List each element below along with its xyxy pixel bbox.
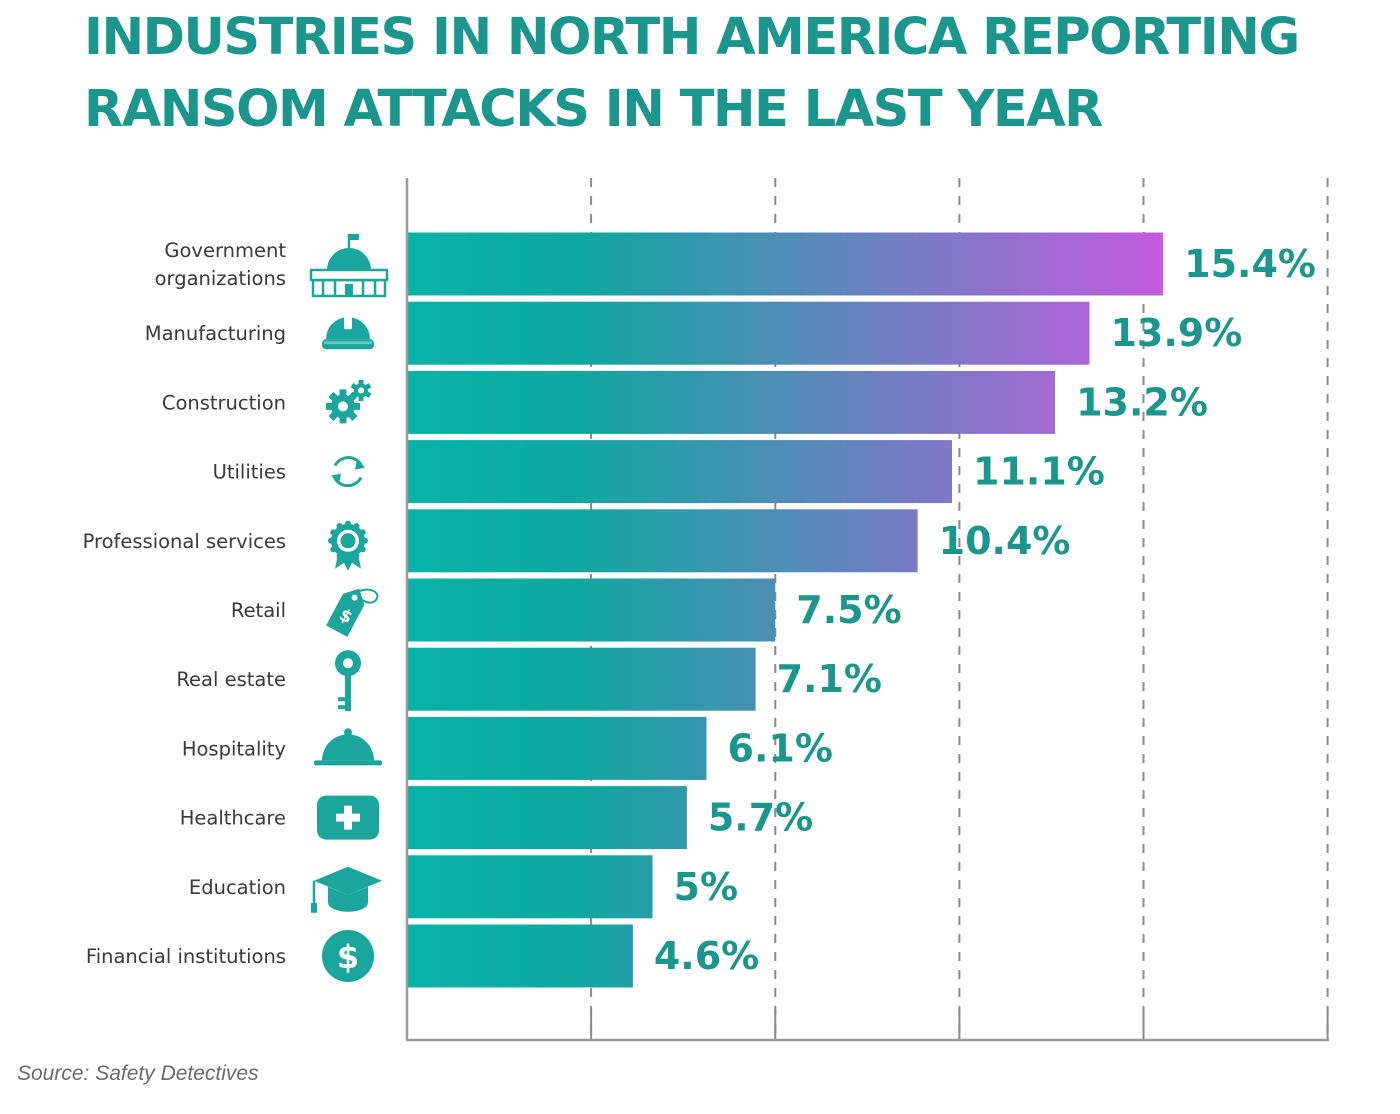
category-label: Real estate [176,668,286,691]
category-label: Utilities [213,461,286,484]
category-label: Manufacturing [145,322,286,345]
refresh-arrows-icon [331,456,365,488]
category-labels: Government organizations Manufacturing Cons… [83,239,287,968]
price-tag-icon: $ [326,588,379,637]
value-label: 15.4% [1184,242,1316,286]
value-label: 13.9% [1110,311,1242,355]
gears-icon [326,379,372,424]
bar [407,232,1164,296]
hard-hat-icon [322,315,374,350]
value-label: 13.2% [1076,380,1208,424]
category-label: Hospitality [182,737,286,760]
serving-cloche-icon [314,728,382,766]
value-label: 5.7% [708,796,813,840]
chart-axes [405,178,1329,1042]
category-icons: $$ [309,234,389,982]
government-building-icon [309,234,389,298]
category-label: Government [164,239,286,262]
value-labels: 15.4% 13.9% 13.2% 11.1% 10.4% 7.5% 7.1% 6.1% 5.7… [654,242,1316,978]
bar [407,301,1090,365]
bar [407,509,918,573]
value-label: 6.1% [728,726,833,770]
category-label: Healthcare [180,807,286,830]
category-label: Financial institutions [86,945,286,968]
dollar-coin-icon: $ [322,930,374,982]
key-icon [335,650,361,712]
chart-bars [407,232,1164,988]
category-label: Professional services [83,530,286,553]
value-label: 7.1% [777,657,882,701]
value-label: 10.4% [939,519,1071,563]
category-label: Construction [162,391,286,414]
bar [407,924,633,988]
chart-title-line-2: RANSOM ATTACKS IN THE LAST YEAR [84,80,1103,139]
category-label: organizations [155,267,286,290]
graduation-cap-icon [311,866,382,913]
source-note: Source: Safety Detectives [17,1062,259,1085]
category-label: Education [189,876,286,899]
value-label: 7.5% [796,588,901,632]
chart-title: INDUSTRIES IN NORTH AMERICA REPORTING RA… [84,2,1374,146]
bar [407,370,1056,434]
chart-title-line-1: INDUSTRIES IN NORTH AMERICA REPORTING [84,8,1300,67]
value-label: 4.6% [654,934,759,978]
bar [407,440,953,504]
bar [407,647,756,711]
value-label: 11.1% [973,450,1105,494]
svg-text:$: $ [337,938,359,976]
category-label: Retail [231,599,286,622]
bar [407,786,687,850]
first-aid-kit-icon [317,795,379,840]
bar [407,855,653,919]
bar [407,716,707,780]
chart-grid [590,178,1329,1040]
bar [407,578,776,642]
award-rosette-icon [328,520,368,571]
value-label: 5% [674,865,739,909]
